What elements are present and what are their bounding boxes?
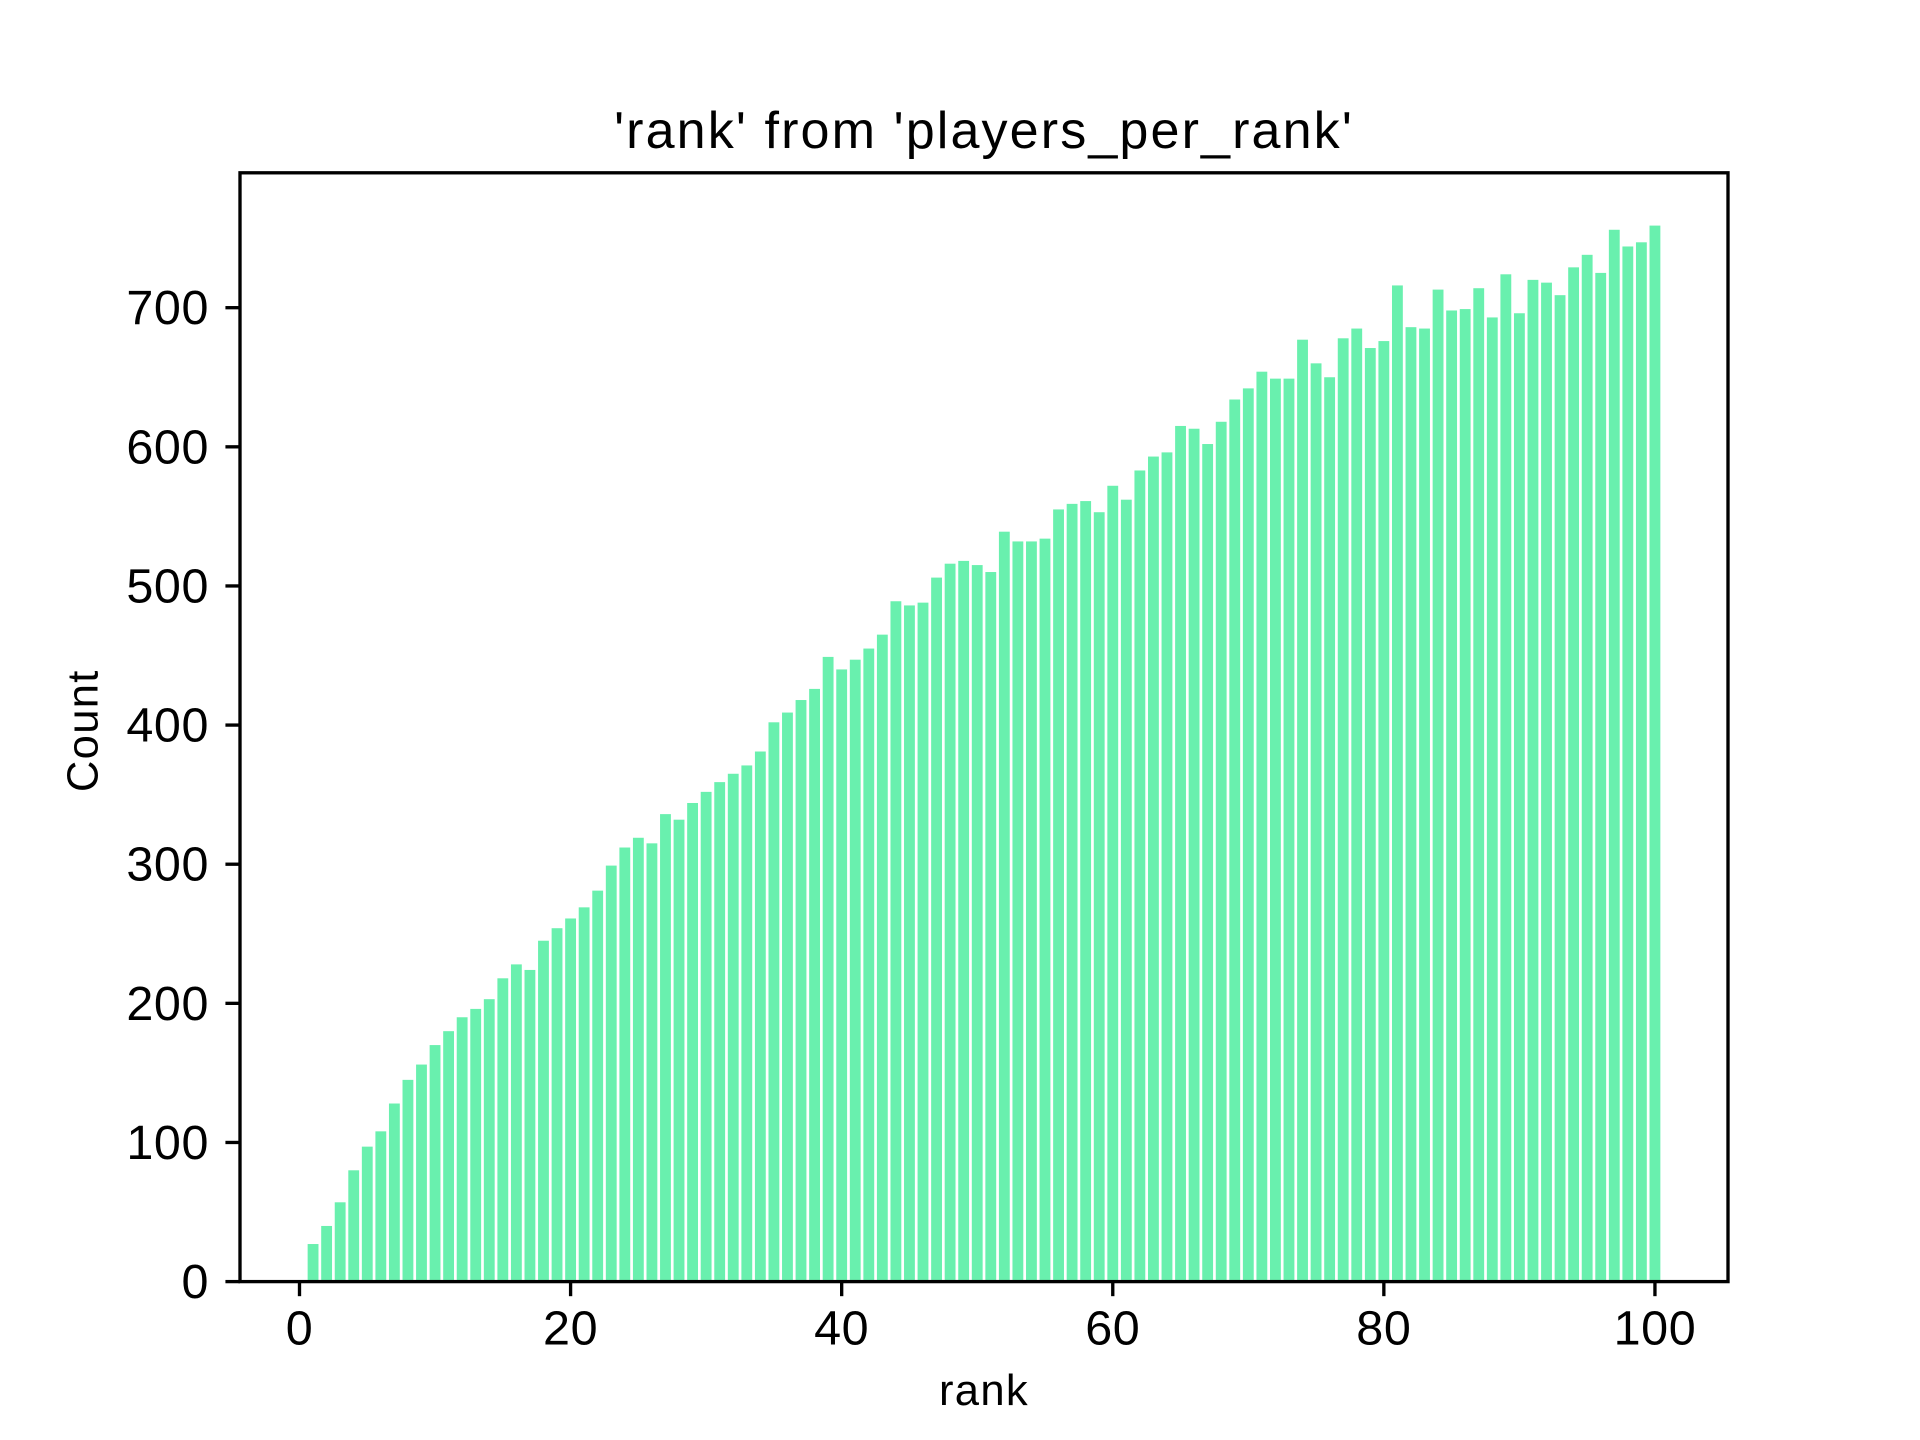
svg-text:0: 0: [286, 1302, 314, 1356]
svg-text:100: 100: [1614, 1302, 1697, 1356]
svg-text:20: 20: [543, 1302, 598, 1356]
svg-text:500: 500: [126, 559, 209, 613]
svg-text:Count: Count: [60, 669, 108, 792]
svg-text:rank: rank: [939, 1367, 1029, 1415]
svg-text:0: 0: [182, 1255, 210, 1309]
svg-text:'rank' from 'players_per_rank': 'rank' from 'players_per_rank': [614, 102, 1354, 160]
svg-text:100: 100: [126, 1116, 209, 1170]
svg-text:600: 600: [126, 420, 209, 474]
svg-text:200: 200: [126, 977, 209, 1031]
svg-text:80: 80: [1356, 1302, 1411, 1356]
svg-text:400: 400: [126, 699, 209, 753]
svg-text:40: 40: [814, 1302, 869, 1356]
svg-text:60: 60: [1085, 1302, 1140, 1356]
svg-text:700: 700: [126, 281, 209, 335]
svg-text:300: 300: [126, 838, 209, 892]
